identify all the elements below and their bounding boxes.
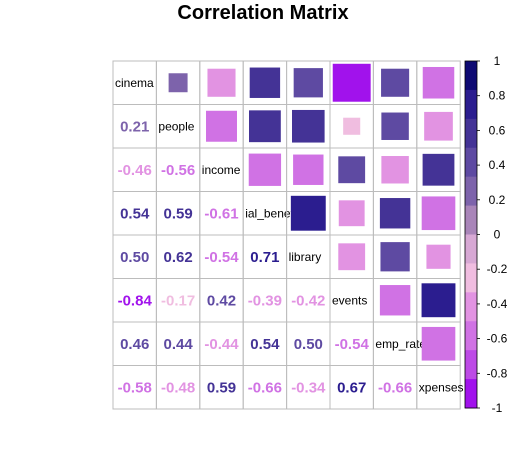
- correlation-square: [207, 68, 236, 97]
- correlation-value: 0.71: [250, 249, 279, 266]
- correlation-value: -0.44: [204, 336, 239, 353]
- correlation-value: -0.66: [378, 379, 412, 396]
- correlation-square: [338, 200, 365, 227]
- correlation-square: [292, 109, 325, 143]
- variable-label-events: events: [332, 293, 367, 307]
- colorbar-tick-label: 0: [494, 228, 501, 242]
- correlation-value: -0.34: [291, 379, 326, 396]
- colorbar-tick-label: -0.4: [487, 297, 508, 311]
- variable-label-emp_rate: emp_rate: [375, 337, 426, 351]
- grid-cell: [416, 365, 461, 410]
- variable-label-income: income: [202, 163, 241, 177]
- colorbar-tick-label: -1: [492, 401, 503, 415]
- correlation-square: [168, 73, 188, 93]
- correlation-value: 0.67: [337, 379, 366, 396]
- correlation-value: 0.21: [120, 118, 149, 135]
- correlation-value: 0.54: [250, 336, 280, 353]
- colorbar-segment: [465, 176, 477, 207]
- correlation-square: [424, 111, 453, 141]
- colorbar-segment: [465, 205, 477, 235]
- correlation-value: -0.54: [335, 336, 370, 353]
- correlation-square: [249, 67, 281, 98]
- chart-title: Correlation Matrix: [177, 2, 348, 24]
- correlation-value: 0.62: [163, 249, 192, 266]
- correlation-square: [421, 196, 456, 231]
- variable-label-cinema: cinema: [115, 76, 154, 90]
- correlation-value: 0.59: [163, 205, 192, 222]
- colorbar-segment: [465, 147, 477, 178]
- correlation-square: [332, 63, 371, 102]
- correlation-square: [381, 68, 410, 97]
- correlation-value: -0.48: [161, 379, 195, 396]
- variable-label-ial_benefits: ial_benefits: [245, 206, 306, 220]
- correlation-value: -0.17: [161, 292, 195, 309]
- matrix-cells: cinema 0.21 people -0.46 -0.56 income 0.54 0.59…: [112, 60, 464, 410]
- colorbar-tick-label: 0.4: [489, 158, 506, 172]
- correlation-value: -0.61: [204, 205, 238, 222]
- correlation-value: 0.50: [120, 249, 149, 266]
- colorbar-tick-label: 0.6: [489, 123, 506, 137]
- correlation-square: [338, 156, 366, 184]
- correlation-value: -0.42: [291, 292, 325, 309]
- correlation-square: [338, 243, 366, 271]
- colorbar-tick-label: 0.2: [489, 193, 506, 207]
- correlation-square: [421, 283, 456, 318]
- correlation-square: [422, 153, 455, 186]
- correlation-square: [381, 112, 409, 140]
- colorbar-segment: [465, 118, 477, 149]
- variable-label-library: library: [289, 250, 322, 264]
- correlation-square: [381, 156, 409, 184]
- correlation-value: 0.54: [120, 205, 150, 222]
- correlation-value: 0.44: [163, 336, 193, 353]
- colorbar-segment: [465, 292, 477, 322]
- correlation-value: 0.50: [294, 336, 323, 353]
- correlation-value: -0.66: [248, 379, 282, 396]
- colorbar-segment: [465, 379, 477, 409]
- colorbar-tick-label: -0.6: [487, 332, 508, 346]
- correlation-square: [380, 242, 410, 272]
- colorbar-segment: [465, 350, 477, 380]
- correlation-square: [421, 326, 456, 361]
- correlation-square: [293, 68, 323, 98]
- colorbar-tick-label: 1: [494, 54, 501, 68]
- colorbar-segment: [465, 61, 477, 91]
- correlation-value: 0.42: [207, 292, 236, 309]
- colorbar-segment: [465, 321, 477, 351]
- colorbar-tick-label: -0.8: [487, 366, 508, 380]
- correlation-square: [249, 110, 281, 143]
- correlation-square: [248, 153, 282, 186]
- colorbar-tick-label: -0.2: [487, 262, 508, 276]
- correlation-square: [206, 110, 237, 142]
- colorbar: 1 0.8 0.6 0.4 0.2 0 -0.2 -0.4 -0.6 -0.8 -1: [464, 54, 508, 415]
- colorbar-segment: [465, 263, 477, 293]
- variable-label-xpenses: xpenses: [419, 380, 464, 394]
- colorbar-segment: [465, 89, 477, 120]
- variable-label-people: people: [158, 119, 194, 133]
- correlation-value: -0.39: [248, 292, 282, 309]
- correlation-square: [426, 244, 451, 269]
- correlation-square: [379, 198, 411, 229]
- correlation-square: [422, 66, 455, 99]
- correlation-square: [343, 117, 361, 135]
- correlation-value: -0.54: [204, 249, 239, 266]
- colorbar-tick-label: 0.8: [489, 89, 506, 103]
- colorbar-segment: [465, 234, 477, 264]
- correlation-value: -0.56: [161, 162, 195, 179]
- correlation-value: 0.59: [207, 379, 236, 396]
- correlation-value: -0.58: [118, 379, 152, 396]
- correlation-value: -0.84: [118, 292, 153, 309]
- correlation-value: 0.46: [120, 336, 149, 353]
- correlation-square: [290, 195, 326, 231]
- correlation-value: -0.46: [118, 162, 152, 179]
- correlation-square: [293, 154, 324, 185]
- correlation-square: [379, 285, 411, 316]
